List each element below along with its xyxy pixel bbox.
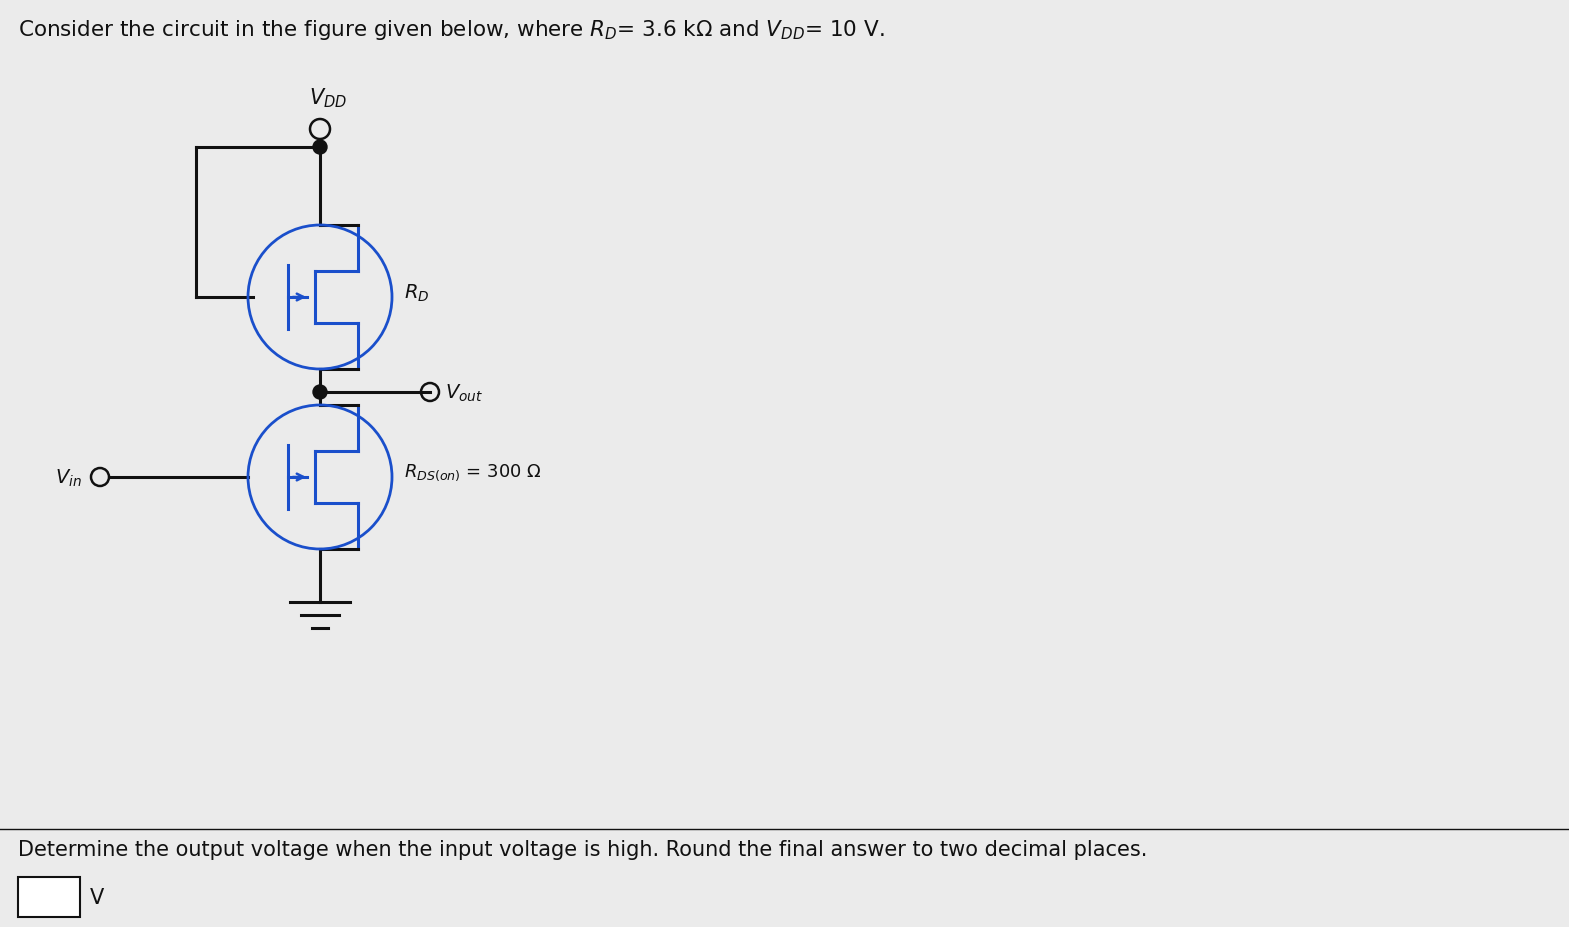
Text: $R_D$: $R_D$ <box>403 282 430 303</box>
Text: $R_{DS(on)}$ = 300 $\Omega$: $R_{DS(on)}$ = 300 $\Omega$ <box>403 463 541 483</box>
Text: $V_{in}$: $V_{in}$ <box>55 467 82 489</box>
Circle shape <box>312 386 326 400</box>
Text: $V_{DD}$: $V_{DD}$ <box>309 86 347 110</box>
Text: Determine the output voltage when the input voltage is high. Round the final ans: Determine the output voltage when the in… <box>17 839 1147 859</box>
Bar <box>17 877 80 917</box>
Text: V: V <box>89 887 104 907</box>
Circle shape <box>312 141 326 155</box>
Text: $V_{out}$: $V_{out}$ <box>446 382 483 403</box>
Text: Consider the circuit in the figure given below, where $R_D$= 3.6 k$\Omega$ and $: Consider the circuit in the figure given… <box>17 18 885 42</box>
